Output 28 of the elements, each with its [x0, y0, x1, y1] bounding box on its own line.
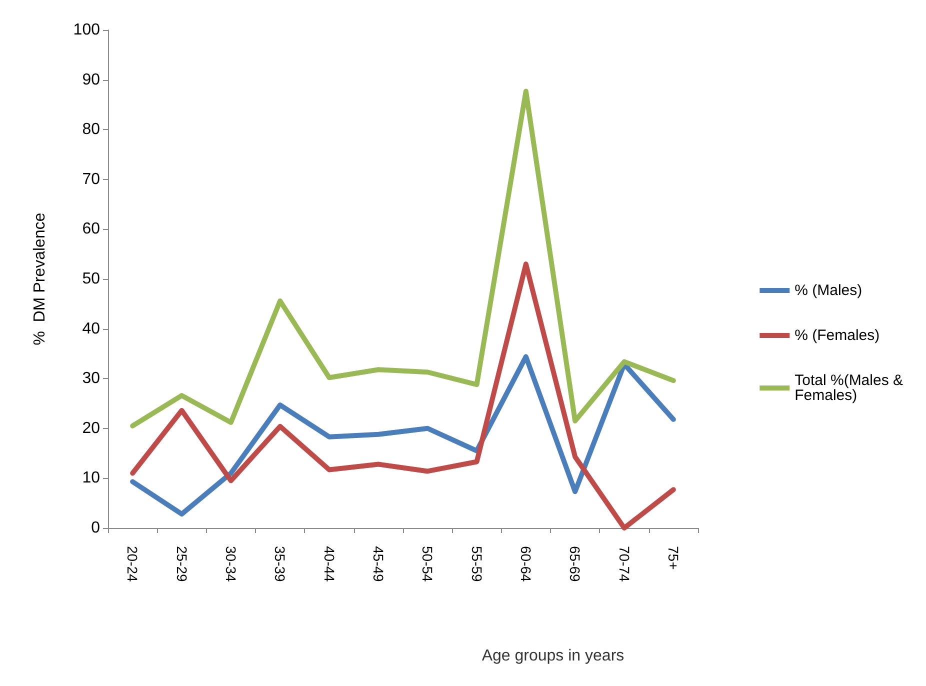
y-tick-label: 80 — [82, 121, 100, 138]
legend-label: Total %(Males &Females) — [794, 372, 904, 404]
y-tick-label: 0 — [91, 520, 100, 536]
y-tick-label: 30 — [82, 370, 100, 388]
x-tick-label: 45-49 — [370, 546, 386, 582]
y-tick-label: 10 — [82, 470, 100, 487]
x-tick-label: 25-29 — [174, 546, 190, 582]
x-tick-label: 75+ — [665, 546, 682, 570]
x-tick-label: 40-44 — [321, 546, 338, 582]
y-tick-label: 90 — [82, 71, 100, 88]
x-tick-label: 55-59 — [468, 546, 485, 582]
x-tick-label: 50-54 — [420, 546, 436, 582]
y-tick-label: 50 — [82, 270, 100, 288]
y-tick-label: 40 — [82, 320, 100, 338]
y-tick-label: 70 — [82, 170, 100, 188]
legend-label: % (Males) — [794, 282, 862, 299]
x-tick-label: 60-64 — [518, 546, 534, 582]
y-axis-title: % DM Prevalence — [32, 212, 48, 346]
y-tick-label: 60 — [82, 220, 100, 238]
x-tick-label: 30-34 — [222, 546, 239, 582]
x-axis-title: Age groups in years — [482, 648, 624, 664]
x-tick-label: 20-24 — [124, 546, 141, 582]
legend-label: % (Females) — [794, 327, 880, 344]
x-tick-label: 65-69 — [567, 546, 584, 582]
x-tick-label: 35-39 — [272, 546, 288, 582]
y-tick-label: 100 — [73, 22, 100, 38]
x-tick-label: 70-74 — [616, 546, 632, 582]
y-tick-label: 20 — [82, 420, 100, 437]
